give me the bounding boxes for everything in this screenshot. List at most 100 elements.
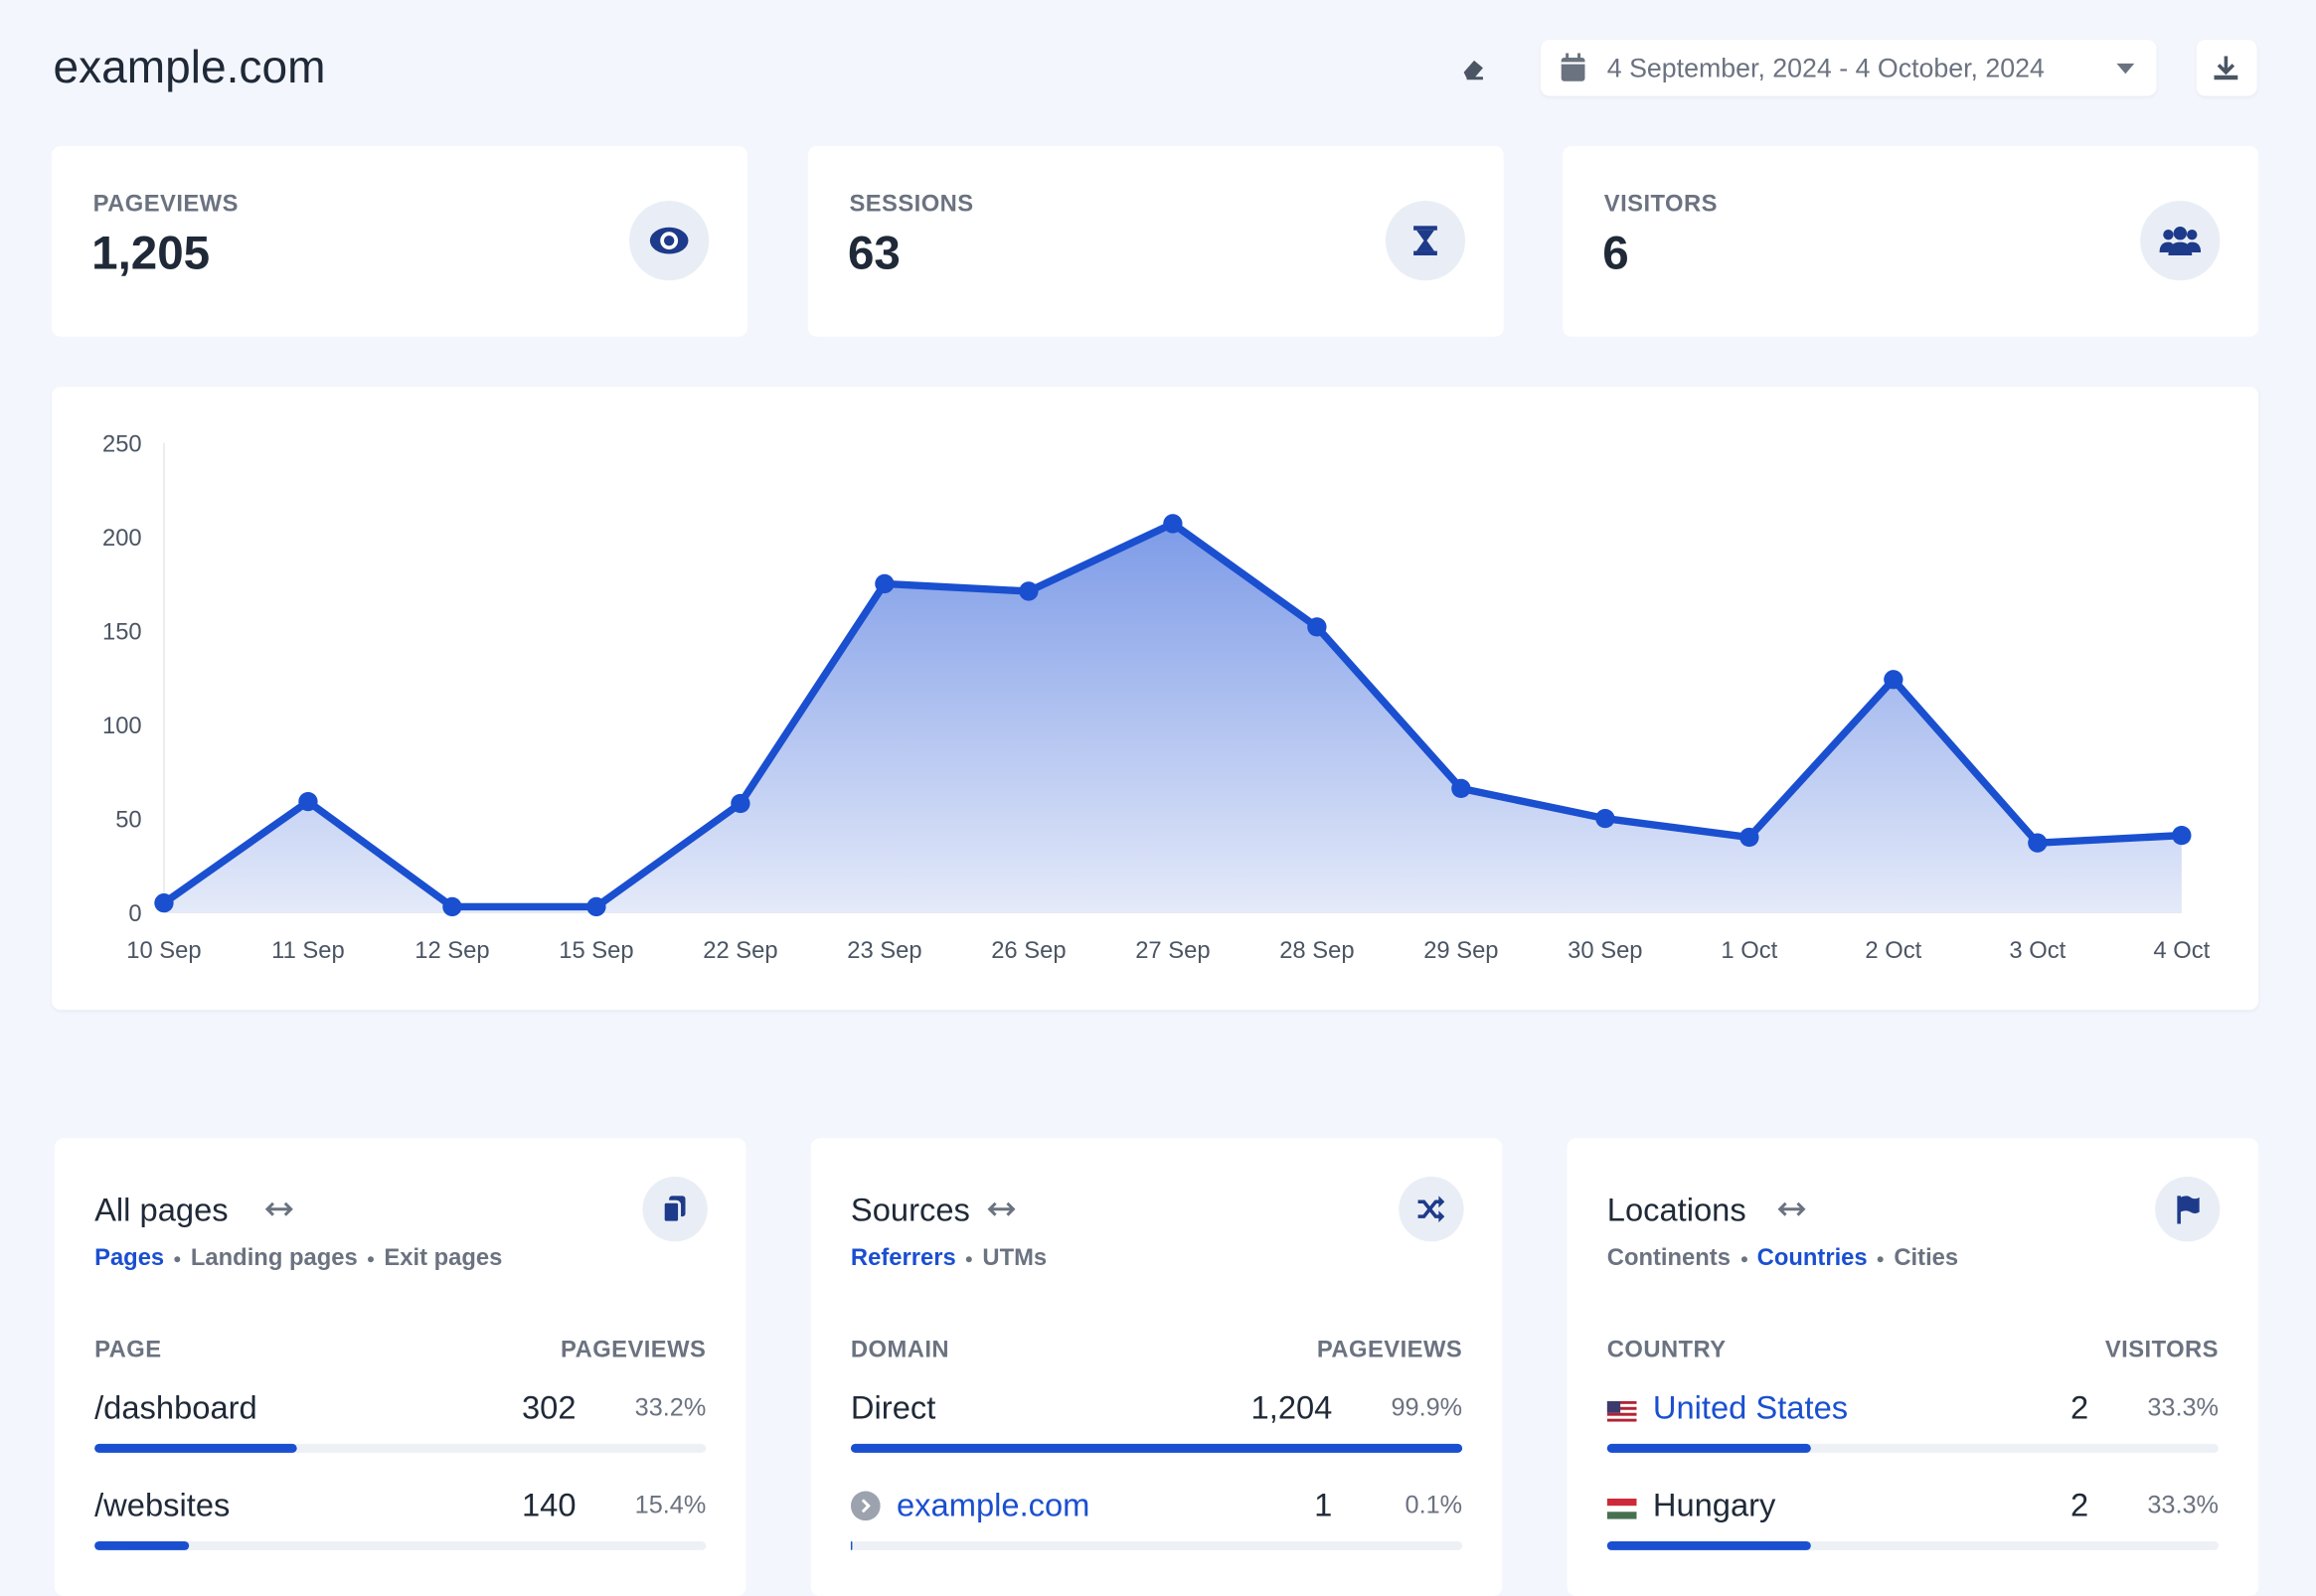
x-tick-label: 4 Oct — [2153, 937, 2210, 964]
point — [2028, 833, 2048, 853]
separator — [174, 1256, 181, 1263]
y-tick-label: 100 — [102, 713, 142, 739]
stat-icon — [2140, 201, 2221, 281]
row-label[interactable]: example.com — [897, 1486, 1090, 1524]
bar-track — [94, 1540, 707, 1550]
expand-icon — [264, 1201, 293, 1216]
y-tick-label: 50 — [115, 807, 141, 834]
download-icon — [2214, 56, 2238, 80]
point — [586, 896, 606, 917]
tab[interactable]: Exit pages — [384, 1245, 503, 1272]
stat-card: VISITORS 6 — [1563, 146, 2259, 337]
point — [298, 791, 318, 812]
tab[interactable]: Landing pages — [190, 1245, 358, 1272]
expand-icon — [1777, 1201, 1806, 1216]
point — [1739, 827, 1759, 848]
separator — [368, 1256, 375, 1263]
tab[interactable]: Continents — [1606, 1245, 1731, 1272]
site-title: example.com — [53, 41, 326, 93]
point — [875, 573, 895, 594]
tab[interactable]: Cities — [1894, 1245, 1959, 1272]
point — [1163, 514, 1183, 534]
row-icon — [850, 1491, 881, 1521]
column-header: PAGEVIEWS — [1316, 1337, 1463, 1363]
calendar-icon — [1561, 53, 1585, 81]
x-tick-label: 26 Sep — [991, 937, 1066, 964]
stat-label: PAGEVIEWS — [92, 192, 239, 218]
point — [154, 892, 174, 913]
bar — [1606, 1443, 1811, 1453]
bar — [94, 1540, 189, 1550]
x-tick-label: 11 Sep — [271, 937, 345, 964]
stat-label: VISITORS — [1603, 192, 1718, 218]
tab[interactable]: Referrers — [850, 1245, 956, 1272]
icon — [649, 227, 689, 254]
row-percent: 15.4% — [634, 1491, 707, 1519]
row-label: /dashboard — [94, 1388, 257, 1427]
date-picker[interactable]: 4 September, 2024 - 4 October, 2024 — [1540, 40, 2157, 96]
icon — [2177, 1196, 2200, 1224]
icon — [2159, 227, 2202, 256]
point — [442, 896, 462, 917]
row-percent: 99.9% — [1391, 1393, 1463, 1422]
caret — [2116, 63, 2135, 75]
bar-track — [1606, 1443, 2219, 1453]
area — [163, 523, 2182, 913]
tabs: Continents Countries Cities — [1607, 1246, 1958, 1273]
tabs: Pages Landing pages Exit pages — [94, 1246, 502, 1273]
y-tick-label: 250 — [102, 431, 142, 458]
icon — [1417, 1196, 1445, 1223]
bar-track — [850, 1540, 1463, 1550]
column-header: DOMAIN — [850, 1337, 950, 1363]
download-button[interactable] — [2196, 40, 2257, 96]
bar — [1606, 1540, 1811, 1550]
x-tick-label: 29 Sep — [1423, 937, 1498, 964]
bar-track — [94, 1443, 707, 1453]
y-tick-label: 0 — [128, 900, 141, 927]
row-label: Hungary — [1652, 1486, 1776, 1524]
panel-card: All pages Pages Landing pages Exit pages PAG… — [54, 1138, 746, 1596]
stat-label: SESSIONS — [849, 192, 974, 218]
reset-button[interactable] — [1458, 55, 1488, 81]
point — [1451, 778, 1471, 799]
row-label[interactable]: United States — [1652, 1388, 1849, 1427]
stat-value: 63 — [847, 226, 901, 279]
row-value: 2 — [2070, 1388, 2089, 1427]
x-tick-label: 15 Sep — [559, 937, 633, 964]
tab[interactable]: UTMs — [982, 1245, 1048, 1272]
row-value: 302 — [521, 1388, 577, 1427]
row-label: Direct — [850, 1388, 936, 1427]
separator — [1878, 1256, 1884, 1263]
panel-icon — [1399, 1177, 1464, 1242]
row-icon — [1606, 1498, 1637, 1519]
x-tick-label: 27 Sep — [1135, 937, 1210, 964]
x-tick-label: 1 Oct — [1721, 937, 1777, 964]
point — [731, 793, 750, 814]
row-value: 1,204 — [1250, 1388, 1333, 1427]
row-percent: 33.2% — [634, 1393, 707, 1422]
tab[interactable]: Countries — [1756, 1245, 1868, 1272]
bar — [850, 1540, 852, 1550]
point — [2172, 825, 2192, 846]
panel-card: Locations Continents Countries Cities COUNTR… — [1567, 1138, 2259, 1596]
tabs: Referrers UTMs — [851, 1246, 1047, 1273]
column-header: PAGEVIEWS — [561, 1337, 707, 1363]
separator — [1740, 1256, 1747, 1263]
x-tick-label: 30 Sep — [1568, 937, 1642, 964]
icon — [661, 1196, 686, 1224]
stat-icon — [1385, 201, 1466, 281]
bar — [850, 1443, 1462, 1453]
y-tick-label: 150 — [102, 619, 142, 646]
expand-icon — [988, 1201, 1017, 1216]
x-tick-label: 23 Sep — [847, 937, 921, 964]
column-header: VISITORS — [2104, 1337, 2219, 1363]
tab[interactable]: Pages — [94, 1245, 165, 1272]
date-range: 4 September, 2024 - 4 October, 2024 — [1606, 53, 2045, 83]
x-tick-label: 28 Sep — [1279, 937, 1354, 964]
panel-title: Sources — [850, 1191, 970, 1229]
row-percent: 0.1% — [1405, 1491, 1463, 1519]
x-tick-label: 2 Oct — [1865, 937, 1921, 964]
column-header: COUNTRY — [1606, 1337, 1727, 1363]
row-percent: 33.3% — [2147, 1491, 2219, 1519]
